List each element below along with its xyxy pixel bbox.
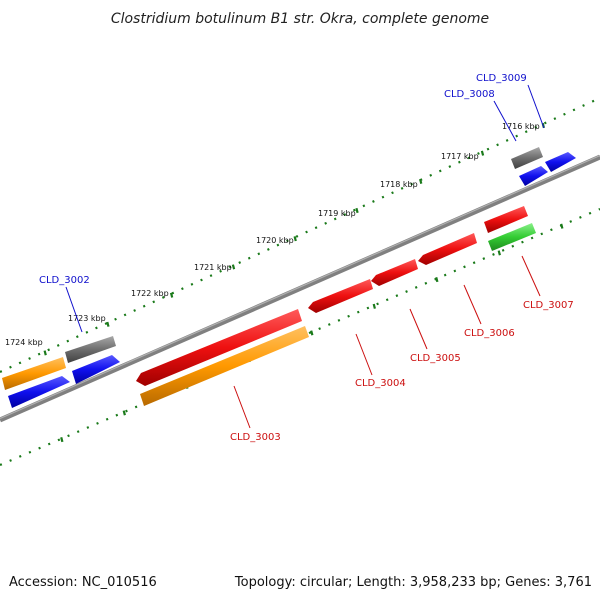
scale-label-1719: 1719 kbp — [318, 209, 356, 218]
gene-label-cld-3003: CLD_3003 — [230, 432, 281, 443]
major-ticks-lower — [60, 223, 564, 443]
genome-backbone — [0, 154, 600, 423]
scale-label-1722: 1722 kbp — [131, 289, 169, 298]
blue-cds-cld-3002 — [72, 355, 120, 384]
scale-label-1723: 1723 kbp — [68, 314, 106, 323]
scale-label-1720: 1720 kbp — [256, 236, 294, 245]
gene-label-cld-3006: CLD_3006 — [464, 328, 515, 339]
gene-label-cld-3005: CLD_3005 — [410, 353, 461, 364]
genome-backbone-highlight — [0, 154, 600, 420]
red-gene-cld-3006 — [418, 233, 477, 265]
gene-label-cld-3007: CLD_3007 — [523, 300, 574, 311]
label-leader-lines — [65, 84, 545, 429]
red-gene-cld-3007 — [484, 206, 528, 233]
gene-label-cld-3008: CLD_3008 — [444, 89, 495, 100]
genome-summary-text: Topology: circular; Length: 3,958,233 bp… — [234, 575, 592, 590]
gene-label-cld-3004: CLD_3004 — [355, 378, 406, 389]
scale-label-1718: 1718 kbp — [380, 180, 418, 189]
red-gene-cld-3003 — [136, 309, 302, 386]
green-feature-lower-right — [488, 223, 536, 251]
map-title: Clostridium botulinum B1 str. Okra, comp… — [111, 11, 489, 27]
scale-label-1724: 1724 kbp — [5, 338, 43, 347]
scale-label-1716: 1716 kbp — [502, 122, 540, 131]
gene-label-cld-3009: CLD_3009 — [476, 73, 527, 84]
red-gene-cld-3004 — [308, 279, 373, 313]
blue-cds-cld-3009 — [545, 152, 576, 172]
grey-feature-upper-right — [511, 147, 543, 169]
orange-feature-upper-left — [2, 357, 66, 390]
orange-feature-lower — [140, 326, 309, 406]
gene-label-cld-3002: CLD_3002 — [39, 275, 90, 286]
grey-feature-upper-left — [65, 336, 116, 363]
scale-label-1717: 1717 kbp — [441, 152, 479, 161]
blue-cds-cld-3008 — [519, 166, 548, 186]
accession-text: Accession: NC_010516 — [9, 575, 157, 590]
red-gene-cld-3005 — [371, 259, 418, 286]
blue-cds-left — [8, 376, 70, 408]
scale-label-1721: 1721 kbp — [194, 263, 232, 272]
